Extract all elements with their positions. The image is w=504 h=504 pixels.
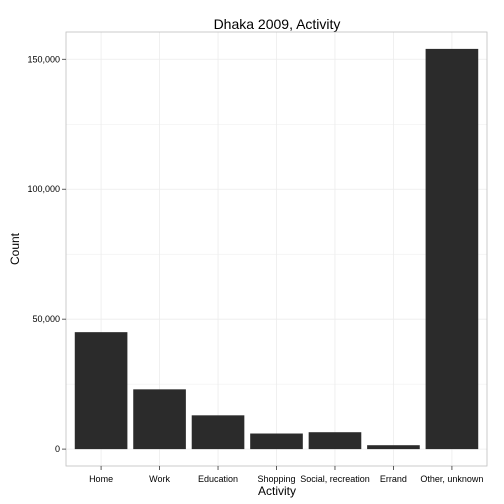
- y-tick-label: 100,000: [27, 184, 60, 194]
- bar-home: [75, 332, 128, 449]
- x-tick-label: Other, unknown: [420, 474, 483, 484]
- y-axis-ticks: 0 50,000 100,000 150,000: [27, 54, 66, 454]
- x-axis-title: Activity: [258, 484, 296, 498]
- x-tick-label: Errand: [380, 474, 407, 484]
- y-tick-label: 50,000: [32, 314, 60, 324]
- x-axis-ticks: Home Work Education Shopping Social, recreat…: [89, 466, 483, 484]
- chart-title: Dhaka 2009, Activity: [214, 16, 341, 32]
- x-tick-label: Home: [89, 474, 113, 484]
- bar-work: [133, 389, 186, 449]
- grid-lines: [66, 32, 487, 466]
- x-tick-label: Education: [198, 474, 238, 484]
- x-tick-label: Shopping: [257, 474, 295, 484]
- y-tick-label: 150,000: [27, 54, 60, 64]
- y-tick-label: 0: [55, 444, 60, 454]
- x-tick-label: Social, recreation: [300, 474, 370, 484]
- bar-errand: [367, 445, 420, 449]
- bar-other-unknown: [426, 49, 479, 449]
- x-tick-label: Work: [149, 474, 170, 484]
- bar-education: [192, 415, 245, 449]
- bar-shopping: [250, 434, 303, 450]
- bar-social-recreation: [309, 432, 362, 449]
- y-axis-title: Count: [8, 232, 22, 265]
